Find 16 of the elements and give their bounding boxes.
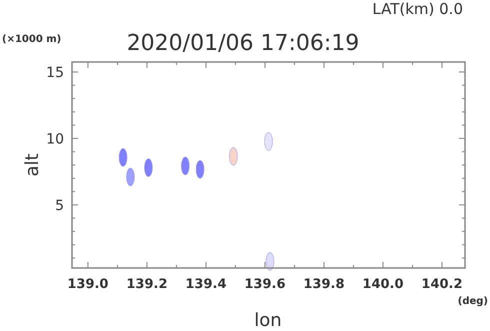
x-tick-label: 139.0	[67, 277, 108, 292]
x-tick-label: 139.6	[244, 277, 286, 292]
chart-subtitle: LAT(km) 0.0	[372, 0, 463, 18]
text: (deg)	[458, 296, 488, 307]
x-tick-label: 140.0	[362, 277, 404, 292]
x-tick-label: 139.4	[185, 277, 227, 292]
y-tick-label: 10	[46, 131, 64, 148]
x-tick-label: 139.2	[126, 277, 168, 292]
x-axis-title: lon	[254, 310, 282, 331]
y-tick-label: 15	[46, 64, 64, 81]
chart-title: 2020/01/06 17:06:19	[126, 31, 360, 56]
x-tick-label: 139.8	[303, 277, 345, 292]
y-tick-label: 5	[55, 198, 64, 214]
text: (×1000 m)	[2, 34, 62, 45]
x-tick-label: 140.2	[421, 277, 463, 292]
y-axis-title: alt	[22, 153, 43, 177]
